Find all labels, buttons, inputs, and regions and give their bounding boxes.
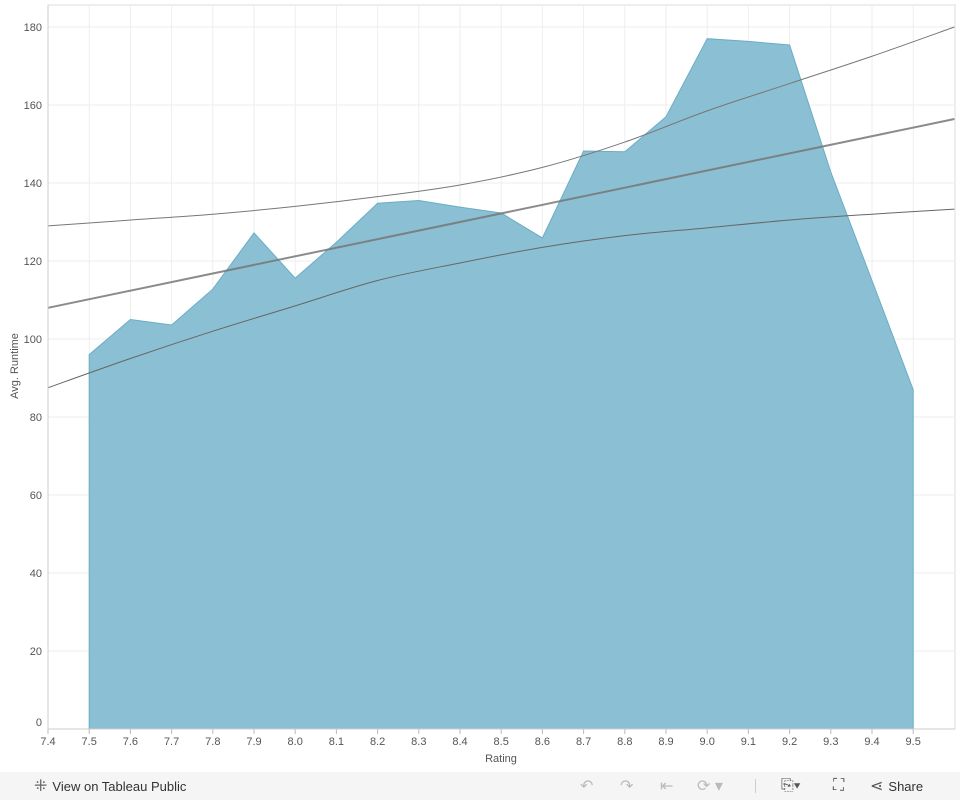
axes: 7.4 7.5 7.6 7.7 7.8 7.9 8.0 8.1 8.2 8.3 8.4 8.5 8.6 8…: [24, 5, 955, 748]
x-tick-label: 7.4: [40, 736, 55, 748]
x-tick-label: 8.8: [617, 736, 632, 748]
toolbar: ⁜ View on Tableau Public ↶ ↷ ⇤ ⟳ ▾ ⎘▾ ⛶ …: [0, 772, 960, 800]
x-tick-label: 8.2: [370, 736, 385, 748]
x-tick-label: 7.5: [82, 736, 97, 748]
download-icon[interactable]: ⎘▾: [781, 777, 801, 794]
y-tick-label: 140: [24, 178, 42, 190]
x-axis-label: Rating: [485, 753, 517, 765]
redo-icon[interactable]: ↷: [620, 778, 634, 795]
x-tick-label: 7.6: [123, 736, 138, 748]
share-icon: ⋖: [870, 778, 884, 795]
lower-confidence-band: [47, 208, 955, 389]
x-tick-label: 9.1: [741, 736, 756, 748]
y-tick-label: 180: [24, 22, 42, 34]
x-tick-label: 8.5: [494, 736, 509, 748]
y-tick-label: 0: [36, 717, 42, 729]
y-tick-label: 100: [24, 334, 42, 346]
x-tick-label: 7.9: [246, 736, 261, 748]
x-tick-label: 8.0: [288, 736, 303, 748]
x-tick-label: 9.0: [700, 736, 715, 748]
area-fill: [88, 38, 914, 730]
y-tick-label: 80: [30, 412, 42, 424]
view-on-tableau-button[interactable]: ⁜ View on Tableau Public: [34, 776, 186, 796]
upper-confidence-band: [47, 26, 955, 227]
fullscreen-icon[interactable]: ⛶: [833, 777, 845, 794]
trend-line: [47, 118, 955, 309]
x-tick-label: 9.5: [906, 736, 921, 748]
undo-icon[interactable]: ↶: [580, 778, 594, 795]
x-tick-label: 7.7: [164, 736, 179, 748]
y-tick-label: 20: [30, 646, 42, 658]
y-tick-label: 60: [30, 490, 42, 502]
x-tick-label: 9.4: [864, 736, 879, 748]
y-tick-label: 40: [30, 568, 42, 580]
share-button[interactable]: ⋖ Share: [870, 776, 923, 796]
x-tick-label: 8.9: [658, 736, 673, 748]
x-tick-label: 8.7: [576, 736, 591, 748]
x-tick-label: 8.4: [452, 736, 467, 748]
refresh-icon[interactable]: ⟳ ▾: [697, 778, 723, 795]
view-on-tableau-label: View on Tableau Public: [52, 778, 187, 794]
x-tick-label: 9.2: [782, 736, 797, 748]
y-axis-label: Avg. Runtime: [9, 333, 21, 399]
divider: [755, 779, 756, 793]
y-tick-label: 160: [24, 100, 42, 112]
y-tick-label: 120: [24, 256, 42, 268]
x-tick-label: 8.6: [535, 736, 550, 748]
area-series: [88, 38, 914, 730]
revert-icon[interactable]: ⇤: [660, 778, 674, 795]
tableau-logo-icon: ⁜: [34, 778, 48, 795]
x-tick-label: 7.8: [205, 736, 220, 748]
area-chart: 7.4 7.5 7.6 7.7 7.8 7.9 8.0 8.1 8.2 8.3 8.4 8.5 8.6 8…: [9, 4, 956, 765]
share-label: Share: [888, 778, 924, 794]
x-tick-label: 8.3: [411, 736, 426, 748]
trend-lines: [47, 26, 955, 389]
x-tick-label: 9.3: [823, 736, 838, 748]
x-tick-label: 8.1: [329, 736, 344, 748]
